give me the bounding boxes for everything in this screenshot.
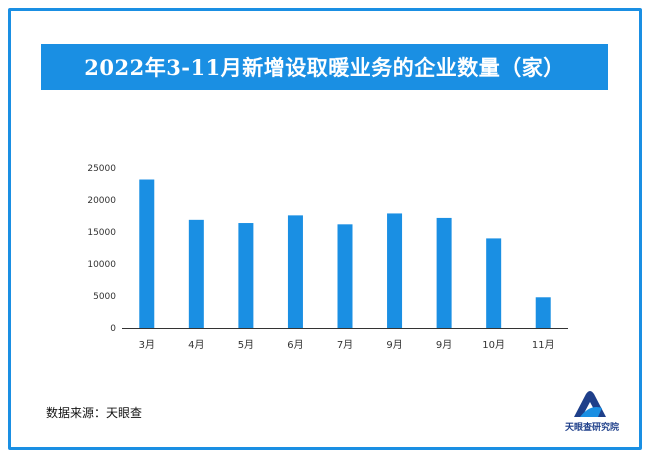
- bar: [337, 224, 353, 328]
- logo-text: 天眼查研究院: [564, 423, 619, 433]
- y-tick-label: 0: [110, 324, 116, 334]
- bar: [188, 219, 204, 328]
- x-tick-label: 6月: [287, 339, 303, 351]
- bar: [436, 217, 452, 328]
- data-source-note: 数据来源：天眼查: [46, 406, 143, 420]
- bar: [535, 297, 551, 328]
- y-tick-label: 20000: [87, 196, 116, 206]
- bar: [139, 179, 155, 328]
- y-tick-label: 25000: [87, 164, 116, 174]
- y-tick-label: 15000: [87, 228, 116, 238]
- y-tick-label: 5000: [93, 292, 116, 302]
- x-tick-label: 10月: [482, 339, 505, 351]
- bar: [287, 215, 303, 328]
- bar: [238, 223, 254, 328]
- x-tick-label: 11月: [532, 339, 555, 351]
- x-tick-label: 4月: [188, 339, 204, 351]
- x-tick-label: 5月: [238, 339, 254, 351]
- x-tick-label: 9月: [386, 339, 402, 351]
- bar: [387, 213, 403, 328]
- chart-title: 2022年3-11月新增设取暖业务的企业数量（家）: [41, 44, 608, 90]
- x-tick-label: 3月: [139, 339, 155, 351]
- x-tick-label: 7月: [337, 339, 353, 351]
- tianyancha-logo: 天眼查研究院: [560, 388, 624, 434]
- y-tick-label: 10000: [87, 260, 116, 270]
- bar-series: [139, 179, 551, 328]
- y-axis-ticks: 0 5000 10000 15000 20000 25000: [87, 164, 116, 334]
- x-tick-label: 9月: [436, 339, 452, 351]
- x-axis-ticks: 3月 4月 5月 6月 7月 9月 9月 10月 11月: [139, 339, 555, 351]
- bar: [486, 238, 502, 328]
- tianyancha-mountain-icon: [574, 391, 606, 417]
